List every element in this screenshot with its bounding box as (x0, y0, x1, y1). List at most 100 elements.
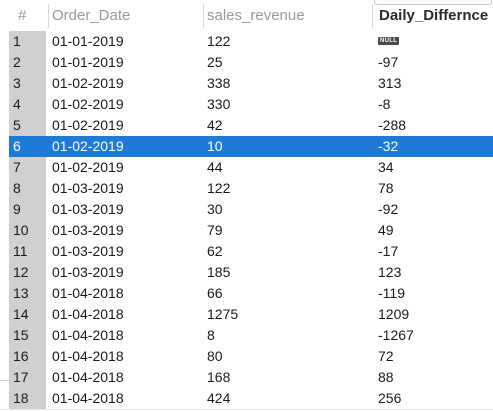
order-date-cell[interactable]: 01-02-2019 (52, 75, 124, 91)
row-number[interactable]: 16 (13, 348, 29, 364)
sales-revenue-cell[interactable]: 25 (207, 54, 223, 70)
daily-difference-cell[interactable]: -97 (378, 54, 399, 70)
daily-difference-cell[interactable]: NULL (378, 31, 400, 52)
daily-difference-cell[interactable]: 72 (378, 348, 394, 364)
order-date-cell[interactable]: 01-03-2019 (52, 180, 124, 196)
order-date-cell[interactable]: 01-03-2019 (52, 201, 124, 217)
table-row[interactable]: 16 01-04-2018 80 72 (9, 346, 493, 367)
sales-revenue-cell[interactable]: 10 (207, 138, 223, 154)
row-number[interactable]: 4 (13, 96, 21, 112)
order-date-cell[interactable]: 01-04-2018 (52, 369, 124, 385)
table-row[interactable]: 9 01-03-2019 30 -92 (9, 199, 493, 220)
sales-revenue-cell[interactable]: 185 (207, 264, 231, 280)
sales-revenue-cell[interactable]: 1275 (207, 306, 239, 322)
daily-difference-cell[interactable]: 88 (378, 369, 394, 385)
table-row[interactable]: 7 01-02-2019 44 34 (9, 157, 493, 178)
daily-difference-cell[interactable]: 313 (378, 75, 402, 91)
order-date-cell[interactable]: 01-04-2018 (52, 327, 124, 343)
sales-revenue-cell[interactable]: 30 (207, 201, 223, 217)
row-number-column (9, 31, 46, 410)
order-date-cell[interactable]: 01-02-2019 (52, 96, 124, 112)
table-row[interactable]: 15 01-04-2018 8 -1267 (9, 325, 493, 346)
row-number[interactable]: 7 (13, 159, 21, 175)
order-date-cell[interactable]: 01-03-2019 (52, 243, 124, 259)
table-row[interactable]: 12 01-03-2019 185 123 (9, 262, 493, 283)
row-number[interactable]: 17 (13, 369, 29, 385)
daily-difference-cell[interactable]: 1209 (378, 306, 410, 322)
daily-difference-cell[interactable]: 34 (378, 159, 394, 175)
table-row[interactable]: 5 01-02-2019 42 -288 (9, 115, 493, 136)
daily-difference-cell[interactable]: 123 (378, 264, 402, 280)
row-number[interactable]: 6 (13, 138, 21, 154)
daily-difference-cell[interactable]: -17 (378, 243, 399, 259)
sales-revenue-cell[interactable]: 330 (207, 96, 231, 112)
sales-revenue-cell[interactable]: 80 (207, 348, 223, 364)
table-row[interactable]: 10 01-03-2019 79 49 (9, 220, 493, 241)
row-number[interactable]: 13 (13, 285, 29, 301)
column-header-row: # Order_Date sales_revenue Daily_Differn… (0, 0, 493, 31)
sales-revenue-cell[interactable]: 44 (207, 159, 223, 175)
daily-difference-cell[interactable]: -32 (378, 138, 399, 154)
table-row[interactable]: 1 01-01-2019 122 NULL (9, 31, 493, 52)
row-number[interactable]: 14 (13, 306, 29, 322)
daily-difference-cell[interactable]: -288 (378, 117, 407, 133)
sales-revenue-cell[interactable]: 79 (207, 222, 223, 238)
order-date-cell[interactable]: 01-02-2019 (52, 159, 124, 175)
order-date-cell[interactable]: 01-02-2019 (52, 138, 124, 154)
sales-revenue-cell[interactable]: 66 (207, 285, 223, 301)
sales-revenue-cell[interactable]: 122 (207, 33, 231, 49)
daily-difference-cell[interactable]: -119 (378, 285, 405, 301)
row-number[interactable]: 8 (13, 180, 21, 196)
null-badge: NULL (378, 37, 400, 45)
sales-revenue-cell[interactable]: 42 (207, 117, 223, 133)
column-header-tab (374, 0, 492, 5)
order-date-cell[interactable]: 01-04-2018 (52, 306, 124, 322)
row-number[interactable]: 5 (13, 117, 21, 133)
row-number[interactable]: 3 (13, 75, 21, 91)
table-row[interactable]: 14 01-04-2018 1275 1209 (9, 304, 493, 325)
table-row[interactable]: 4 01-02-2019 330 -8 (9, 94, 493, 115)
daily-difference-cell[interactable]: 78 (378, 180, 394, 196)
table-row[interactable]: 6 01-02-2019 10 -32 (9, 136, 493, 157)
order-date-cell[interactable]: 01-01-2019 (52, 33, 124, 49)
order-date-cell[interactable]: 01-01-2019 (52, 54, 124, 70)
daily-difference-cell[interactable]: -1267 (378, 327, 414, 343)
order-date-cell[interactable]: 01-04-2018 (52, 348, 124, 364)
header-daily-difference[interactable]: Daily_Differnce (379, 7, 489, 24)
table-row[interactable]: 3 01-02-2019 338 313 (9, 73, 493, 94)
daily-difference-cell[interactable]: -92 (378, 201, 399, 217)
row-number[interactable]: 9 (13, 201, 21, 217)
sales-revenue-cell[interactable]: 168 (207, 369, 231, 385)
daily-difference-cell[interactable]: 49 (378, 222, 394, 238)
table-row[interactable]: 18 01-04-2018 424 256 (9, 388, 493, 409)
sales-revenue-cell[interactable]: 338 (207, 75, 231, 91)
row-number[interactable]: 2 (13, 54, 21, 70)
header-order-date[interactable]: Order_Date (52, 7, 131, 24)
daily-difference-cell[interactable]: -8 (378, 96, 391, 112)
sales-revenue-cell[interactable]: 122 (207, 180, 231, 196)
row-number[interactable]: 1 (13, 33, 21, 49)
daily-difference-cell[interactable]: 256 (378, 390, 402, 406)
order-date-cell[interactable]: 01-03-2019 (52, 222, 124, 238)
row-number[interactable]: 18 (13, 390, 29, 406)
order-date-cell[interactable]: 01-04-2018 (52, 285, 124, 301)
row-number[interactable]: 12 (13, 264, 29, 280)
row-number[interactable]: 10 (13, 222, 29, 238)
header-sales-revenue[interactable]: sales_revenue (207, 7, 305, 24)
sales-revenue-cell[interactable]: 424 (207, 390, 231, 406)
order-date-cell[interactable]: 01-04-2018 (52, 390, 124, 406)
row-number[interactable]: 11 (13, 243, 28, 259)
table-row[interactable]: 8 01-03-2019 122 78 (9, 178, 493, 199)
table-row[interactable]: 13 01-04-2018 66 -119 (9, 283, 493, 304)
order-date-cell[interactable]: 01-03-2019 (52, 264, 124, 280)
column-divider[interactable] (48, 4, 49, 28)
sales-revenue-cell[interactable]: 62 (207, 243, 223, 259)
order-date-cell[interactable]: 01-02-2019 (52, 117, 124, 133)
column-divider[interactable] (203, 4, 204, 28)
table-row[interactable]: 11 01-03-2019 62 -17 (9, 241, 493, 262)
row-number[interactable]: 15 (13, 327, 29, 343)
table-row[interactable]: 17 01-04-2018 168 88 (9, 367, 493, 388)
column-divider[interactable] (372, 4, 373, 28)
sales-revenue-cell[interactable]: 8 (207, 327, 215, 343)
table-row[interactable]: 2 01-01-2019 25 -97 (9, 52, 493, 73)
